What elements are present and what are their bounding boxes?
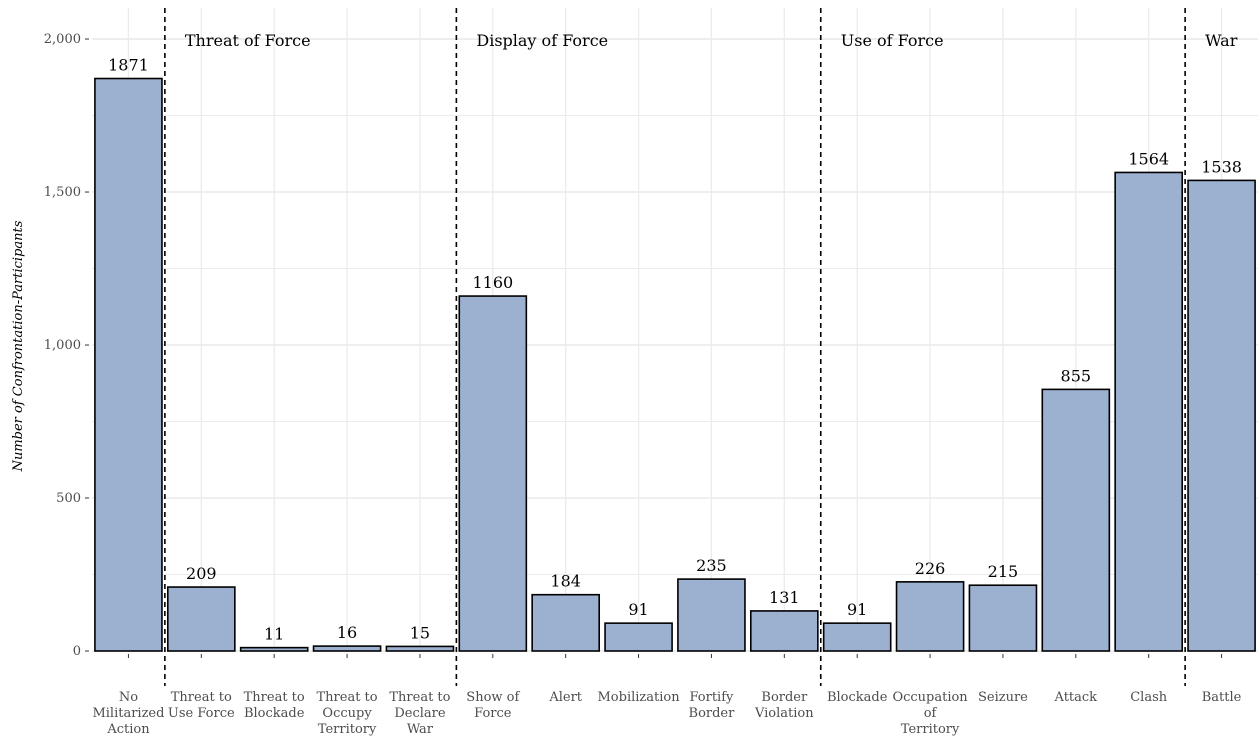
x-tick-label: Threat to [171,690,232,705]
bar [531,593,601,652]
x-tick-label: Threat to [317,690,378,705]
x-tick-label: Battle [1202,690,1242,705]
bar [822,622,892,652]
bar-value-label: 15 [410,623,430,642]
x-tick-label: Clash [1130,690,1168,705]
bar [749,610,819,652]
bar [385,645,455,652]
group-label: War [1205,31,1238,50]
bar [1041,388,1111,652]
x-tick-label: No [119,690,138,705]
bar-value-label: 11 [264,625,284,644]
x-tick-label: Mobilization [598,690,681,705]
x-tick-label: Blockade [827,690,888,705]
group-label: Use of Force [841,31,944,50]
bar-layer [94,77,1256,652]
x-tick-label: Alert [548,690,582,705]
x-tick-label: Territory [901,722,960,737]
x-tick-label: Threat to [244,690,305,705]
bar [166,586,236,652]
bar-value-label: 855 [1061,366,1092,385]
x-tick-label: Border [761,690,808,705]
x-tick-label: Attack [1054,690,1098,705]
y-axis-title: Number of Confrontation-Participants [11,220,26,472]
bar [1187,179,1256,652]
bar-value-label: 91 [847,600,867,619]
x-tick-label: Seizure [978,690,1028,705]
x-tick-label: Threat to [389,690,450,705]
label-layer: 0 500 1,000 1,500 2,000 1871 NoMilitarizedActi… [44,31,1242,737]
group-label: Display of Force [476,31,608,50]
bar [94,77,163,652]
x-tick-label: Use Force [168,706,235,721]
x-tick-label: Occupy [322,706,372,721]
x-tick-label: Occupation [892,690,968,705]
bar-value-label: 1871 [108,56,149,75]
x-tick-label: Violation [754,706,814,721]
bar-value-label: 131 [769,588,800,607]
bar-value-label: 1564 [1128,149,1169,168]
bar-value-label: 16 [337,623,357,642]
y-tick-label: 1,000 [44,338,81,353]
bar-value-label: 1160 [472,273,513,292]
x-tick-label: Show of [466,690,520,705]
y-tick-label: 0 [73,644,81,659]
x-tick-label: of [924,706,938,721]
bar [895,581,965,652]
x-tick-label: Declare [394,706,446,721]
y-tick-label: 500 [56,491,81,506]
bar [604,622,673,652]
bar [1114,171,1184,652]
x-tick-label: Action [106,722,150,737]
bar [458,295,528,652]
x-tick-label: Militarized [92,706,164,721]
bar [968,584,1038,652]
group-label: Threat of Force [185,31,311,50]
bar [677,578,746,652]
group-divider-layer [164,8,1186,686]
bar-value-label: 235 [696,556,727,575]
x-tick-label: Territory [318,722,377,737]
bar-value-label: 91 [628,600,648,619]
bar-value-label: 215 [988,562,1019,581]
x-tick-label: Border [689,706,736,721]
x-tick-label: Force [474,706,512,721]
bar [239,646,309,652]
bar-value-label: 1538 [1201,157,1242,176]
x-tick-label: War [407,722,434,737]
x-tick-label: Blockade [244,706,305,721]
y-tick-label: 1,500 [44,185,81,200]
bar-value-label: 226 [915,559,946,578]
x-tick-label: Fortify [689,690,734,705]
bar-value-label: 209 [186,564,217,583]
bar [312,645,382,652]
y-tick-label: 2,000 [44,32,81,47]
bar-value-label: 184 [550,572,581,591]
